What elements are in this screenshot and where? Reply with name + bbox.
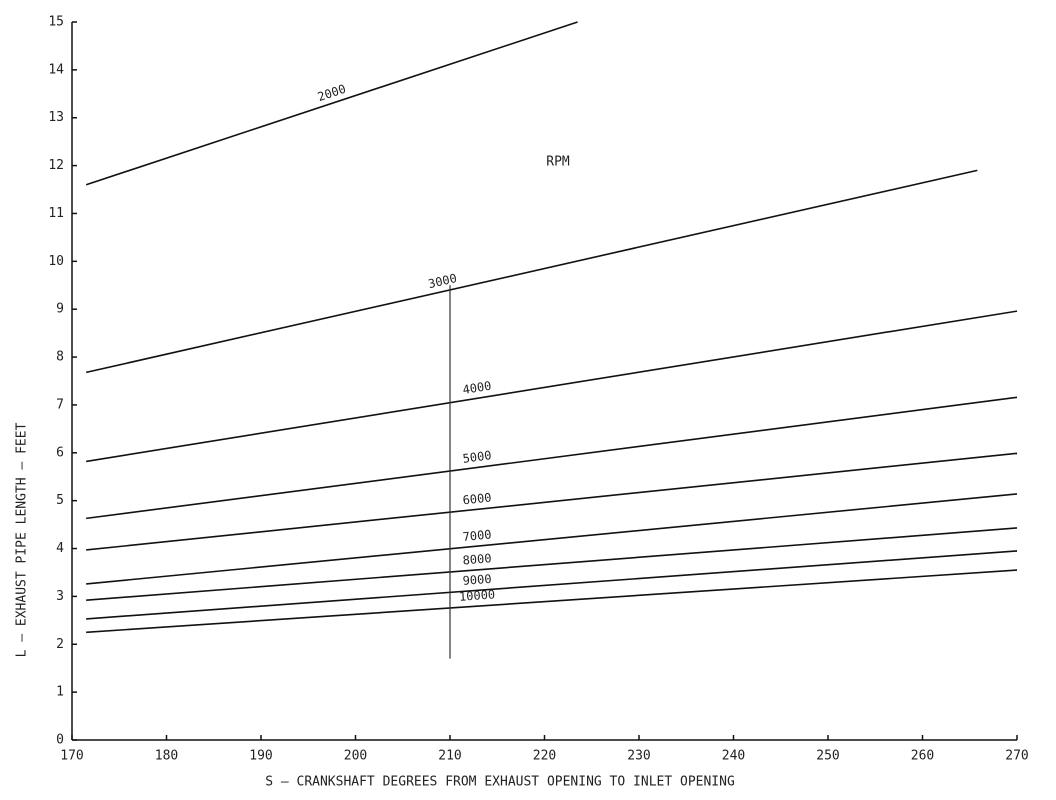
line: [85, 169, 978, 374]
x-tick-label: 170: [60, 749, 83, 764]
line: [86, 452, 1018, 551]
y-tick-label: 5: [56, 493, 64, 508]
y-tick-label: 15: [48, 15, 64, 30]
x-tick-label: 260: [911, 749, 934, 764]
x-axis-label: S – CRANKSHAFT DEGREES FROM EXHAUST OPEN…: [265, 775, 735, 790]
y-tick-label: 8: [56, 350, 64, 365]
x-tick-label: 220: [533, 749, 556, 764]
series-label: 3000: [427, 271, 458, 291]
line: [86, 493, 1018, 585]
y-axis-label: L – EXHAUST PIPE LENGTH – FEET: [15, 422, 30, 657]
line: [86, 550, 1018, 620]
y-tick-label: 10: [48, 254, 64, 269]
line: [86, 396, 1018, 520]
line: [86, 310, 1018, 463]
line: [85, 21, 578, 186]
x-tick-label: 190: [249, 749, 272, 764]
y-tick-label: 3: [56, 589, 64, 604]
y-tick-label: 1: [56, 685, 64, 700]
y-tick-label: 12: [48, 158, 64, 173]
series-label: 5000: [462, 448, 492, 466]
x-tick-label: 180: [155, 749, 178, 764]
y-tick-label: 2: [56, 637, 64, 652]
series-label: 9000: [462, 572, 492, 588]
series-label: 7000: [462, 527, 492, 544]
x-tick-label: 200: [344, 749, 367, 764]
series-label: 4000: [462, 379, 493, 397]
series-label: 2000: [316, 82, 348, 104]
series-label: 8000: [462, 551, 492, 567]
y-tick-label: 6: [56, 445, 64, 460]
line: [86, 527, 1018, 602]
y-tick-label: 13: [48, 110, 64, 125]
x-tick-label: 240: [722, 749, 745, 764]
x-tick-label: 230: [627, 749, 650, 764]
x-tick-label: 210: [438, 749, 461, 764]
y-tick-label: 9: [56, 302, 64, 317]
line: [86, 569, 1018, 634]
y-tick-label: 11: [48, 206, 64, 221]
series-label: 6000: [462, 490, 492, 507]
y-tick-label: 4: [56, 541, 64, 556]
x-tick-label: 270: [1005, 749, 1028, 764]
x-tick-label: 250: [816, 749, 839, 764]
annotation: RPM: [546, 155, 570, 170]
series-label: 10000: [459, 587, 496, 603]
y-tick-label: 0: [56, 733, 64, 748]
y-tick-label: 14: [48, 62, 64, 77]
y-tick-label: 7: [56, 397, 64, 412]
